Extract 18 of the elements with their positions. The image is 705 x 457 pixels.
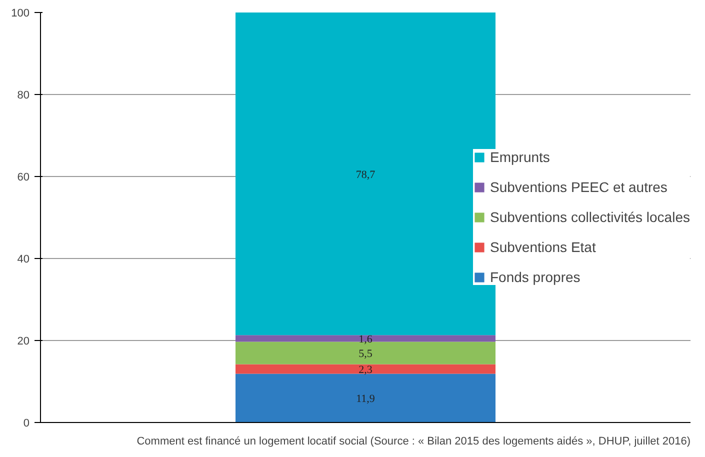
y-tick-label: 0	[23, 418, 30, 430]
legend-label: Subventions Etat	[490, 239, 596, 255]
data-label: 5,5	[358, 348, 373, 360]
y-tick-label: 40	[17, 254, 30, 266]
legend-label: Fonds propres	[490, 269, 580, 285]
data-label: 11,9	[356, 393, 376, 406]
bar	[236, 364, 496, 374]
legend-label: Subventions collectivités locales	[490, 209, 690, 225]
data-label: 2,3	[358, 364, 373, 376]
y-tick-label: 80	[17, 90, 30, 102]
text: Comment est financé un logement locatif social (Source : « Bilan 2015 des logements aidés », DHUP, juillet 2016)	[136, 436, 690, 448]
y-tick-label: 100	[11, 8, 30, 20]
data-label: 78,7	[356, 168, 376, 181]
y-tick-label: 20	[17, 336, 30, 348]
bar	[236, 374, 496, 422]
y-tick-label: 60	[17, 172, 30, 184]
legend-label: Subventions PEEC et autres	[490, 179, 668, 195]
legend-label: Emprunts	[490, 149, 550, 165]
